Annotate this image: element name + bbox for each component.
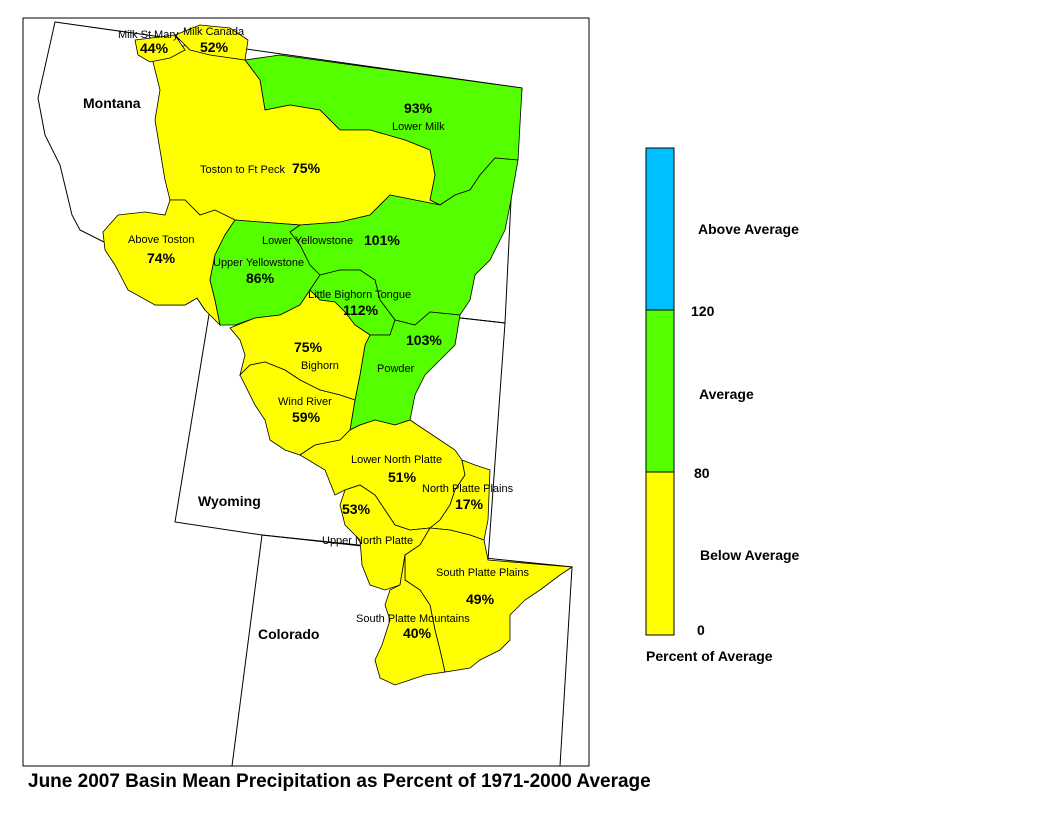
basin-pct-toston-ft-peck: 75%	[292, 160, 321, 176]
basin-pct-south-platte-mountains: 40%	[403, 625, 432, 641]
basin-pct-upper-north-platte: 53%	[342, 501, 371, 517]
legend-tick-120: 120	[691, 303, 715, 319]
legend-color-bar	[645, 147, 675, 636]
state-label-colorado: Colorado	[258, 626, 319, 642]
legend-tick-0: 0	[697, 622, 705, 638]
basins	[102, 24, 574, 686]
basin-name-toston-ft-peck: Toston to Ft Peck	[200, 164, 285, 176]
state-label-wyoming: Wyoming	[198, 493, 261, 509]
basin-pct-lower-yellowstone: 101%	[364, 232, 400, 248]
basin-pct-milk-canada: 52%	[200, 39, 229, 55]
basin-pct-north-platte-plains: 17%	[455, 496, 484, 512]
basin-name-little-bighorn-tongue: Little Bighorn Tongue	[308, 289, 411, 301]
basin-pct-milk-st-mary: 44%	[140, 40, 169, 56]
basin-pct-lower-north-platte: 51%	[388, 469, 417, 485]
legend-label-average: Average	[699, 386, 754, 402]
basin-name-wind-river: Wind River	[278, 396, 332, 408]
basin-pct-upper-yellowstone: 86%	[246, 270, 275, 286]
basin-name-upper-north-platte: Upper North Platte	[322, 535, 413, 547]
basin-name-north-platte-plains: North Platte Plains	[422, 483, 514, 495]
basin-name-milk-canada: Milk Canada	[183, 26, 245, 38]
basin-labels: Milk St Mary 44% Milk Canada 52% 93% Low…	[118, 26, 529, 641]
basin-milk-canada[interactable]	[174, 24, 249, 61]
basin-pct-bighorn: 75%	[294, 339, 323, 355]
state-label-montana: Montana	[83, 95, 141, 111]
basin-name-lower-yellowstone: Lower Yellowstone	[262, 235, 353, 247]
basin-pct-south-platte-plains: 49%	[466, 591, 495, 607]
map-title: June 2007 Basin Mean Precipitation as Pe…	[28, 771, 651, 792]
legend-swatch-average	[645, 309, 675, 473]
legend-swatch-above	[645, 147, 675, 311]
basin-pct-wind-river: 59%	[292, 409, 321, 425]
legend-label-above: Above Average	[698, 221, 799, 237]
basin-name-south-platte-mountains: South Platte Mountains	[356, 613, 470, 625]
basin-name-above-toston: Above Toston	[128, 234, 194, 246]
basin-name-milk-st-mary: Milk St Mary	[118, 29, 179, 41]
legend-label-below: Below Average	[700, 547, 800, 563]
legend-swatch-below	[645, 471, 675, 636]
basin-pct-little-bighorn-tongue: 112%	[343, 302, 379, 318]
basin-pct-powder: 103%	[406, 332, 442, 348]
basin-name-south-platte-plains: South Platte Plains	[436, 567, 529, 579]
basin-name-lower-milk: Lower Milk	[392, 121, 445, 133]
legend-caption: Percent of Average	[646, 648, 773, 664]
basin-pct-above-toston: 74%	[147, 250, 176, 266]
basin-name-upper-yellowstone: Upper Yellowstone	[213, 257, 304, 269]
legend-tick-80: 80	[694, 465, 710, 481]
basin-name-lower-north-platte: Lower North Platte	[351, 454, 442, 466]
basin-name-powder: Powder	[377, 363, 415, 375]
basin-pct-lower-milk: 93%	[404, 100, 433, 116]
basin-name-bighorn: Bighorn	[301, 360, 339, 372]
basin-south-platte-mountains[interactable]	[374, 554, 446, 686]
state-labels: Montana Wyoming Colorado	[83, 95, 319, 642]
